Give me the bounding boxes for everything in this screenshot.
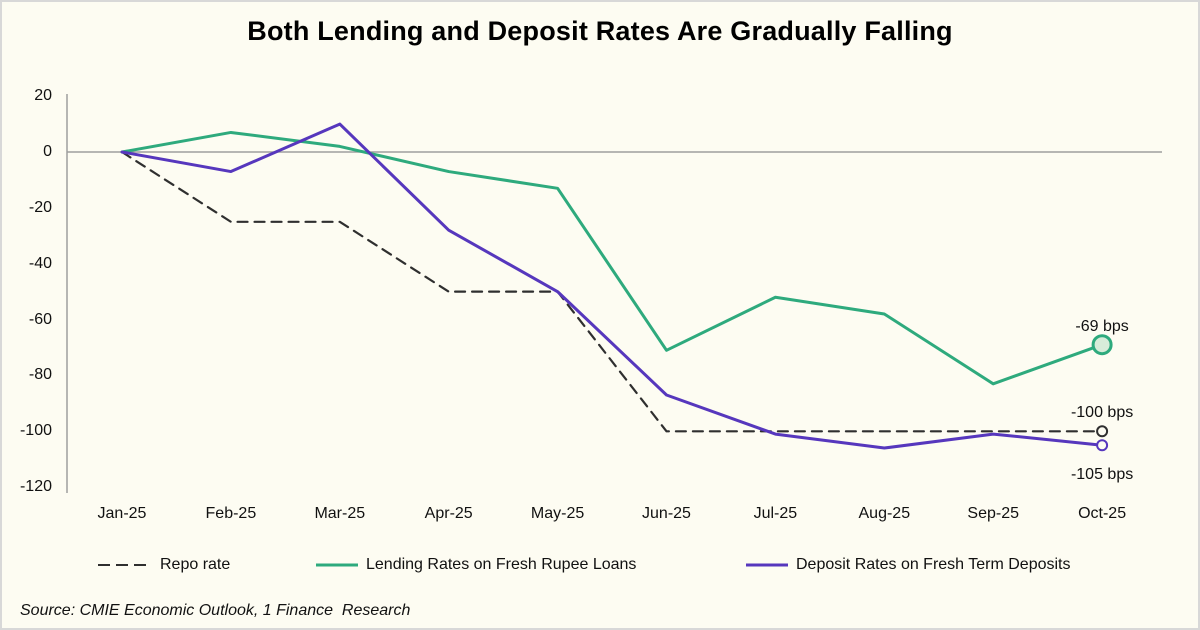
lending-rates-end-label: -69 bps (1075, 317, 1129, 335)
x-tick-label: May-25 (530, 505, 585, 522)
x-tick-label: Feb-25 (205, 505, 257, 522)
y-tick-label: -60 (28, 310, 52, 328)
source-note: Source: CMIE Economic Outlook, 1 Finance… (20, 602, 411, 619)
repo-rate-line (120, 150, 1104, 433)
repo-rate-end-label: -100 bps (1070, 404, 1134, 422)
legend-label: Lending Rates on Fresh Rupee Loans (366, 556, 637, 573)
legend-label: Repo rate (160, 556, 231, 573)
x-tick-label: Sep-25 (967, 505, 1019, 522)
lending-rates-end-marker (1091, 334, 1113, 356)
x-tick-label: Apr-25 (424, 505, 473, 522)
y-tick-label: -120 (19, 478, 52, 496)
x-tick-label: Mar-25 (314, 505, 366, 522)
x-tick-label: Jun-25 (642, 505, 691, 522)
legend-swatch-repo-rate-icon (98, 564, 152, 566)
x-tick-label: Jan-25 (97, 505, 147, 522)
y-tick-label: 0 (43, 143, 52, 160)
x-tick-label: Oct-25 (1078, 505, 1127, 522)
repo-rate-end-marker (1096, 425, 1109, 438)
legend-item-lending-rates: Lending Rates on Fresh Rupee Loans (315, 556, 636, 574)
legend-item-repo-rate: Repo rate (97, 556, 230, 574)
chart-title: Both Lending and Deposit Rates Are Gradu… (247, 16, 953, 46)
deposit-rates-line (120, 122, 1104, 450)
y-tick-label: -80 (28, 366, 52, 384)
y-tick-label: -20 (28, 198, 52, 216)
y-tick-label: 20 (34, 87, 52, 105)
y-tick-label: -40 (28, 254, 52, 272)
deposit-rates-end-label: -105 bps (1070, 466, 1134, 484)
legend-swatch-deposit-rates-icon (746, 563, 788, 567)
legend-swatch-lending-rates-icon (316, 563, 358, 567)
lending-rates-line (120, 130, 1104, 386)
legend-item-deposit-rates: Deposit Rates on Fresh Term Deposits (745, 556, 1070, 574)
deposit-rates-end-marker (1096, 439, 1109, 452)
x-tick-label: Aug-25 (858, 505, 911, 522)
x-tick-label: Jul-25 (753, 505, 798, 522)
legend-label: Deposit Rates on Fresh Term Deposits (796, 556, 1071, 573)
y-tick-label: -100 (19, 422, 52, 440)
